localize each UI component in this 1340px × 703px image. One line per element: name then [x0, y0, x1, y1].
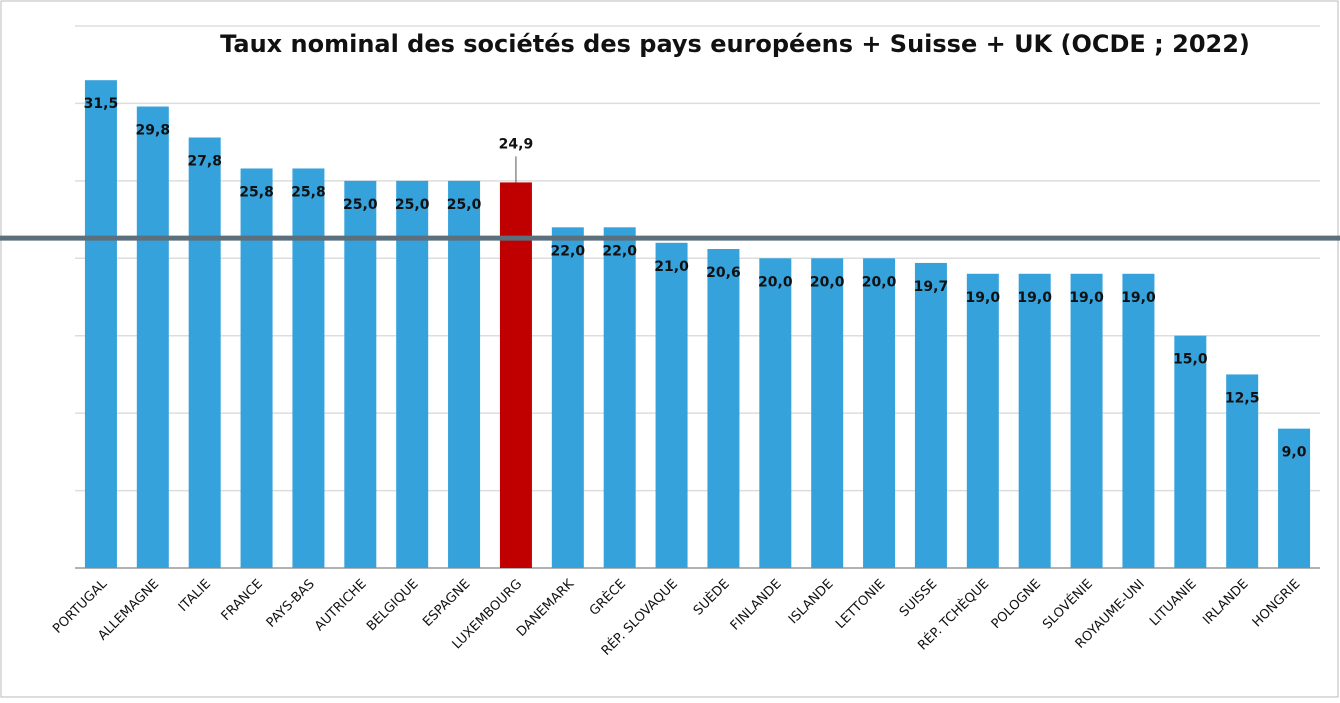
bar	[240, 168, 273, 568]
value-label: 25,0	[447, 197, 482, 213]
bar	[551, 227, 584, 569]
value-label: 20,0	[862, 274, 897, 290]
x-tick-label: ESPAGNE	[420, 577, 473, 630]
value-label: 20,6	[706, 265, 741, 281]
value-label: 27,8	[187, 153, 222, 169]
bar	[914, 262, 947, 568]
value-label: 19,7	[914, 279, 949, 295]
bar	[396, 180, 429, 568]
x-tick-label: AUTRICHE	[312, 577, 369, 634]
bar	[188, 137, 221, 569]
bar	[1278, 428, 1311, 568]
value-label: 19,0	[1121, 290, 1156, 306]
bar	[1174, 335, 1207, 568]
value-label: 24,9	[499, 136, 534, 152]
value-label: 19,0	[1017, 290, 1052, 306]
x-tick-label: LITUANIE	[1147, 577, 1199, 629]
bar	[1018, 273, 1051, 568]
value-label: 22,0	[602, 243, 637, 259]
bar	[603, 227, 636, 569]
value-label: 25,8	[239, 184, 274, 200]
bar	[448, 180, 481, 568]
value-label: 25,0	[395, 197, 430, 213]
x-tick-label: ITALIE	[176, 577, 214, 615]
x-tick-label: GRÈCE	[586, 576, 629, 619]
x-tick-label: POLOGNE	[989, 577, 1044, 632]
bar	[966, 273, 999, 568]
bar	[655, 242, 688, 569]
x-tick-label: HONGRIE	[1250, 577, 1304, 631]
value-label: 21,0	[654, 259, 689, 275]
value-label: 19,0	[966, 290, 1001, 306]
x-tick-label: SUÈDE	[690, 576, 733, 619]
bar	[1070, 273, 1103, 568]
x-tick-label: ISLANDE	[786, 577, 837, 628]
bar	[136, 106, 169, 569]
x-tick-label: FRANCE	[219, 577, 266, 624]
bar	[344, 180, 377, 568]
bar	[811, 258, 844, 568]
bar	[759, 258, 792, 568]
chart-title: Taux nominal des sociétés des pays europ…	[220, 30, 1250, 58]
x-tick-label: SUISSE	[897, 577, 940, 620]
x-tick-label: LETTONIE	[833, 577, 888, 632]
x-tick-label: BELGIQUE	[364, 577, 421, 634]
bar	[292, 168, 325, 568]
x-tick-label: PAYS-BAS	[264, 577, 318, 631]
x-tick-label: SLOVÉNIE	[1039, 576, 1096, 633]
value-label: 19,0	[1069, 290, 1104, 306]
value-label: 20,0	[758, 274, 793, 290]
x-tick-label: IRLANDE	[1200, 577, 1251, 628]
bar	[1226, 374, 1259, 568]
value-label: 20,0	[810, 274, 845, 290]
bar	[863, 258, 896, 568]
value-label: 25,0	[343, 197, 378, 213]
bar	[1122, 273, 1155, 568]
x-tick-label: FINLANDE	[728, 577, 785, 634]
value-label: 31,5	[84, 96, 119, 112]
value-label: 22,0	[551, 243, 586, 259]
value-label: 25,8	[291, 184, 326, 200]
bar	[84, 80, 117, 568]
bar	[707, 248, 740, 568]
bar	[499, 182, 532, 569]
value-label: 9,0	[1282, 445, 1307, 461]
value-label: 15,0	[1173, 352, 1208, 368]
value-label: 29,8	[136, 123, 171, 139]
value-label: 12,5	[1225, 390, 1260, 406]
